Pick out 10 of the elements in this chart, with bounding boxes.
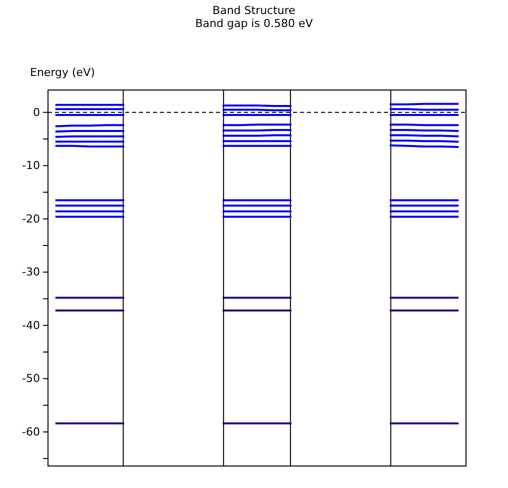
y-tick-label: -40 — [22, 318, 40, 332]
chart-subtitle: Band gap is 0.580 eV — [195, 17, 314, 30]
y-tick-label: -50 — [22, 372, 40, 386]
chart-title: Band Structure — [212, 4, 296, 17]
y-tick-label: -10 — [22, 159, 40, 172]
y-tick-label: -30 — [22, 266, 40, 279]
y-tick-label: -60 — [22, 425, 40, 438]
y-axis-title: Energy (eV) — [30, 66, 95, 79]
y-tick-label: -20 — [22, 212, 40, 226]
y-tick-label: 0 — [33, 106, 40, 119]
